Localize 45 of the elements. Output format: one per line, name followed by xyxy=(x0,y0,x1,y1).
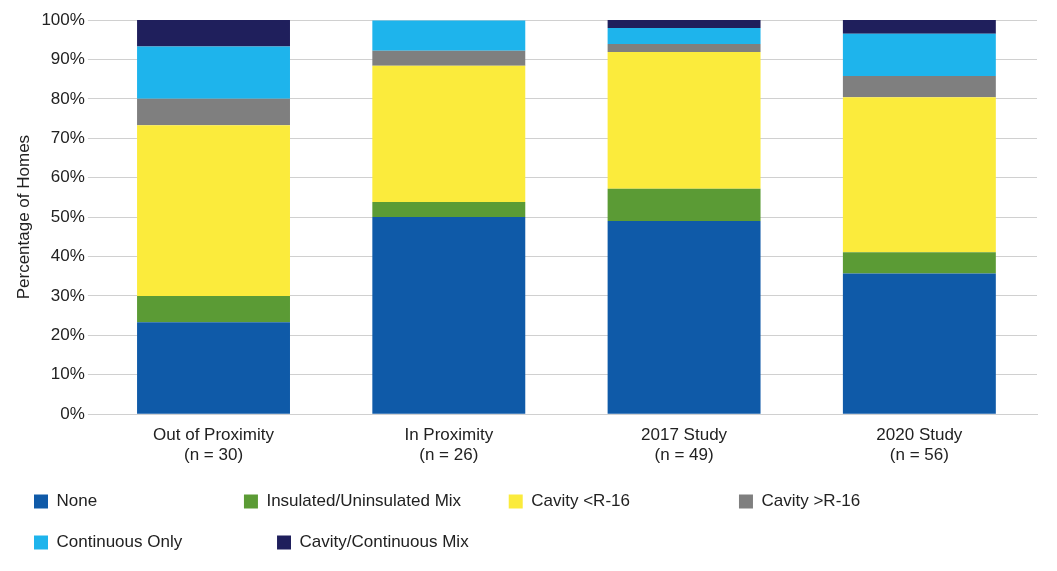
bar xyxy=(137,98,290,126)
bar xyxy=(137,20,290,47)
y-tick-label: 30% xyxy=(50,285,85,305)
bar xyxy=(842,75,996,98)
bar xyxy=(607,188,761,222)
bar xyxy=(607,221,761,414)
bar xyxy=(372,202,526,218)
legend-label: None xyxy=(56,491,220,511)
legend-label: Continuous Only xyxy=(56,532,254,552)
y-tick-label: 0% xyxy=(60,403,85,423)
bar xyxy=(842,273,996,414)
y-tick-label: 100% xyxy=(41,9,85,29)
bar xyxy=(372,217,526,414)
y-tick-label: 90% xyxy=(50,49,85,69)
bar xyxy=(842,33,996,76)
bar xyxy=(137,125,290,296)
x-tick-label: In Proximity (n = 26) xyxy=(404,425,494,465)
legend-label: Cavity <R-16 xyxy=(531,491,715,511)
bar xyxy=(607,27,761,45)
y-tick-label: 10% xyxy=(50,364,85,384)
legend-label: Insulated/Uninsulated Mix xyxy=(266,491,485,511)
bar xyxy=(607,44,761,52)
bar xyxy=(372,20,526,51)
y-tick-label: 50% xyxy=(50,206,85,226)
y-tick-label: 40% xyxy=(50,246,85,266)
legend-label: Cavity >R-16 xyxy=(761,491,946,511)
bar xyxy=(137,322,290,414)
x-tick-label: Out of Proximity (n = 30) xyxy=(153,425,275,465)
y-axis-title: Percentage of Homes xyxy=(13,134,33,300)
y-tick-label: 20% xyxy=(50,325,85,345)
bar xyxy=(842,20,996,34)
bar xyxy=(137,46,290,99)
bar xyxy=(842,97,996,253)
bar xyxy=(607,20,761,28)
bar xyxy=(137,295,290,323)
y-tick-label: 80% xyxy=(50,88,85,108)
x-tick-label: 2020 Study (n = 56) xyxy=(876,425,963,465)
y-tick-label: 60% xyxy=(50,167,85,187)
legend-label: Cavity/Continuous Mix xyxy=(299,532,512,552)
bar xyxy=(372,65,526,203)
bar xyxy=(607,51,761,189)
y-tick-label: 70% xyxy=(50,127,85,147)
x-tick-label: 2017 Study (n = 49) xyxy=(641,425,728,465)
bar xyxy=(842,252,996,274)
bar xyxy=(372,50,526,66)
